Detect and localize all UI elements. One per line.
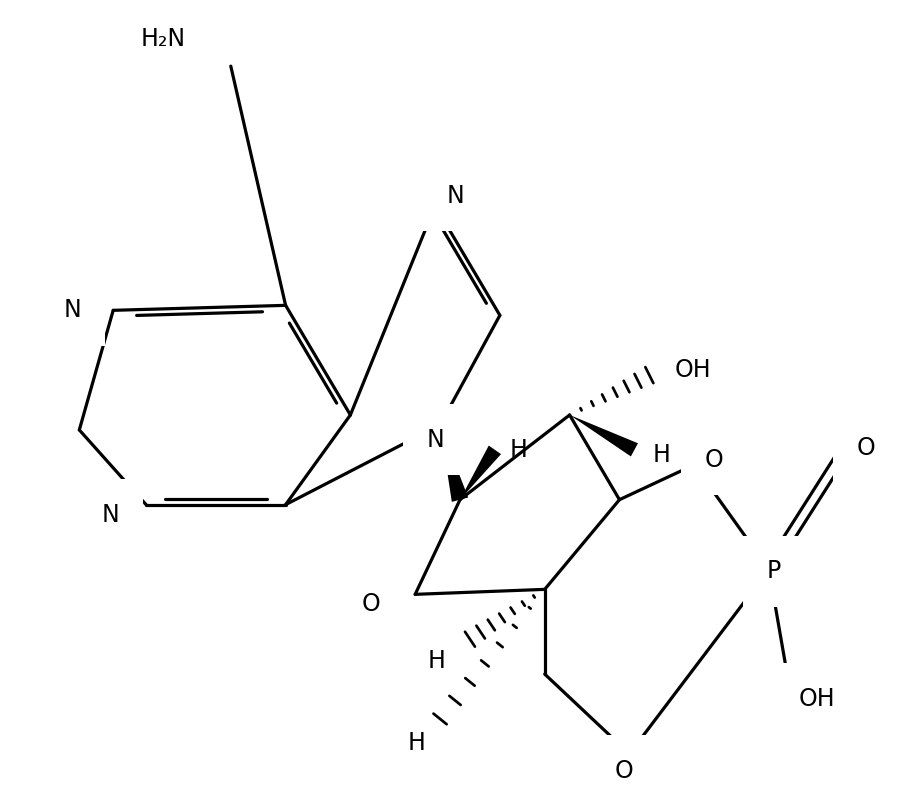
Text: N: N <box>446 184 464 207</box>
Polygon shape <box>569 415 638 456</box>
Text: H: H <box>509 438 528 462</box>
Text: O: O <box>857 436 875 460</box>
Text: H₂N: H₂N <box>141 28 186 51</box>
Text: H: H <box>407 731 426 755</box>
Text: N: N <box>102 503 119 526</box>
Text: O: O <box>704 448 723 472</box>
Text: P: P <box>767 560 781 583</box>
Text: OH: OH <box>798 687 835 711</box>
Polygon shape <box>460 446 501 500</box>
Polygon shape <box>440 425 468 502</box>
Text: O: O <box>615 759 634 782</box>
Text: N: N <box>64 298 81 322</box>
Text: O: O <box>362 592 380 616</box>
Text: H: H <box>653 443 670 467</box>
Text: N: N <box>426 428 444 452</box>
Text: H: H <box>427 649 445 673</box>
Text: OH: OH <box>675 358 711 382</box>
